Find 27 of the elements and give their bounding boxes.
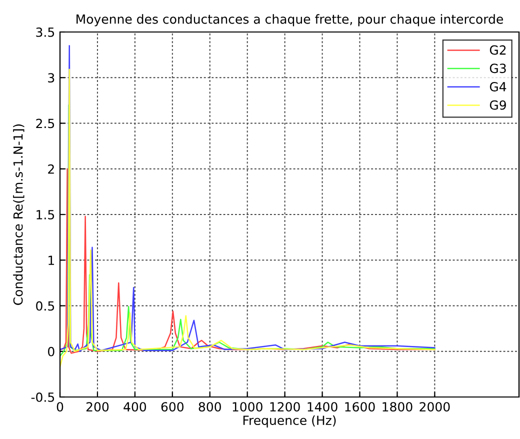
x-tick-label: 2000 bbox=[420, 402, 450, 412]
y-tick-label: 3 bbox=[48, 73, 54, 83]
x-tick-label: 800 bbox=[198, 402, 221, 412]
x-tick-label: 1800 bbox=[382, 402, 412, 412]
y-tick-label: 2 bbox=[48, 164, 54, 174]
x-tick-label: 600 bbox=[161, 402, 184, 412]
y-tick-label: 1 bbox=[48, 256, 54, 265]
y-tick-label: 0.5 bbox=[36, 301, 54, 311]
x-tick-label: 1600 bbox=[345, 402, 375, 412]
legend-label: G2 bbox=[490, 45, 506, 55]
x-tick-label: 1200 bbox=[270, 402, 300, 412]
legend-label: G3 bbox=[490, 64, 506, 74]
chart-title: Moyenne des conductances a chaque frette, pour chaque intercorde bbox=[76, 14, 504, 26]
x-tick-label: 1000 bbox=[232, 402, 262, 412]
y-axis-title: Conductance Re([m.s-1.N-1]) bbox=[13, 124, 24, 305]
x-tick-label: 200 bbox=[86, 402, 109, 412]
x-axis-title: Frequence (Hz) bbox=[243, 415, 336, 428]
legend-label: G4 bbox=[490, 82, 506, 92]
legend-label: G9 bbox=[490, 100, 506, 110]
y-tick-label: 1.5 bbox=[36, 210, 54, 220]
y-tick-label: 0 bbox=[48, 346, 54, 356]
x-tick-label: 0 bbox=[56, 402, 64, 412]
x-tick-label: 1400 bbox=[308, 402, 338, 412]
x-tick-label: 400 bbox=[124, 402, 146, 412]
y-tick-label: -0.5 bbox=[31, 392, 54, 402]
y-tick-label: 3.5 bbox=[36, 27, 54, 37]
y-tick-label: 2.5 bbox=[36, 118, 54, 128]
